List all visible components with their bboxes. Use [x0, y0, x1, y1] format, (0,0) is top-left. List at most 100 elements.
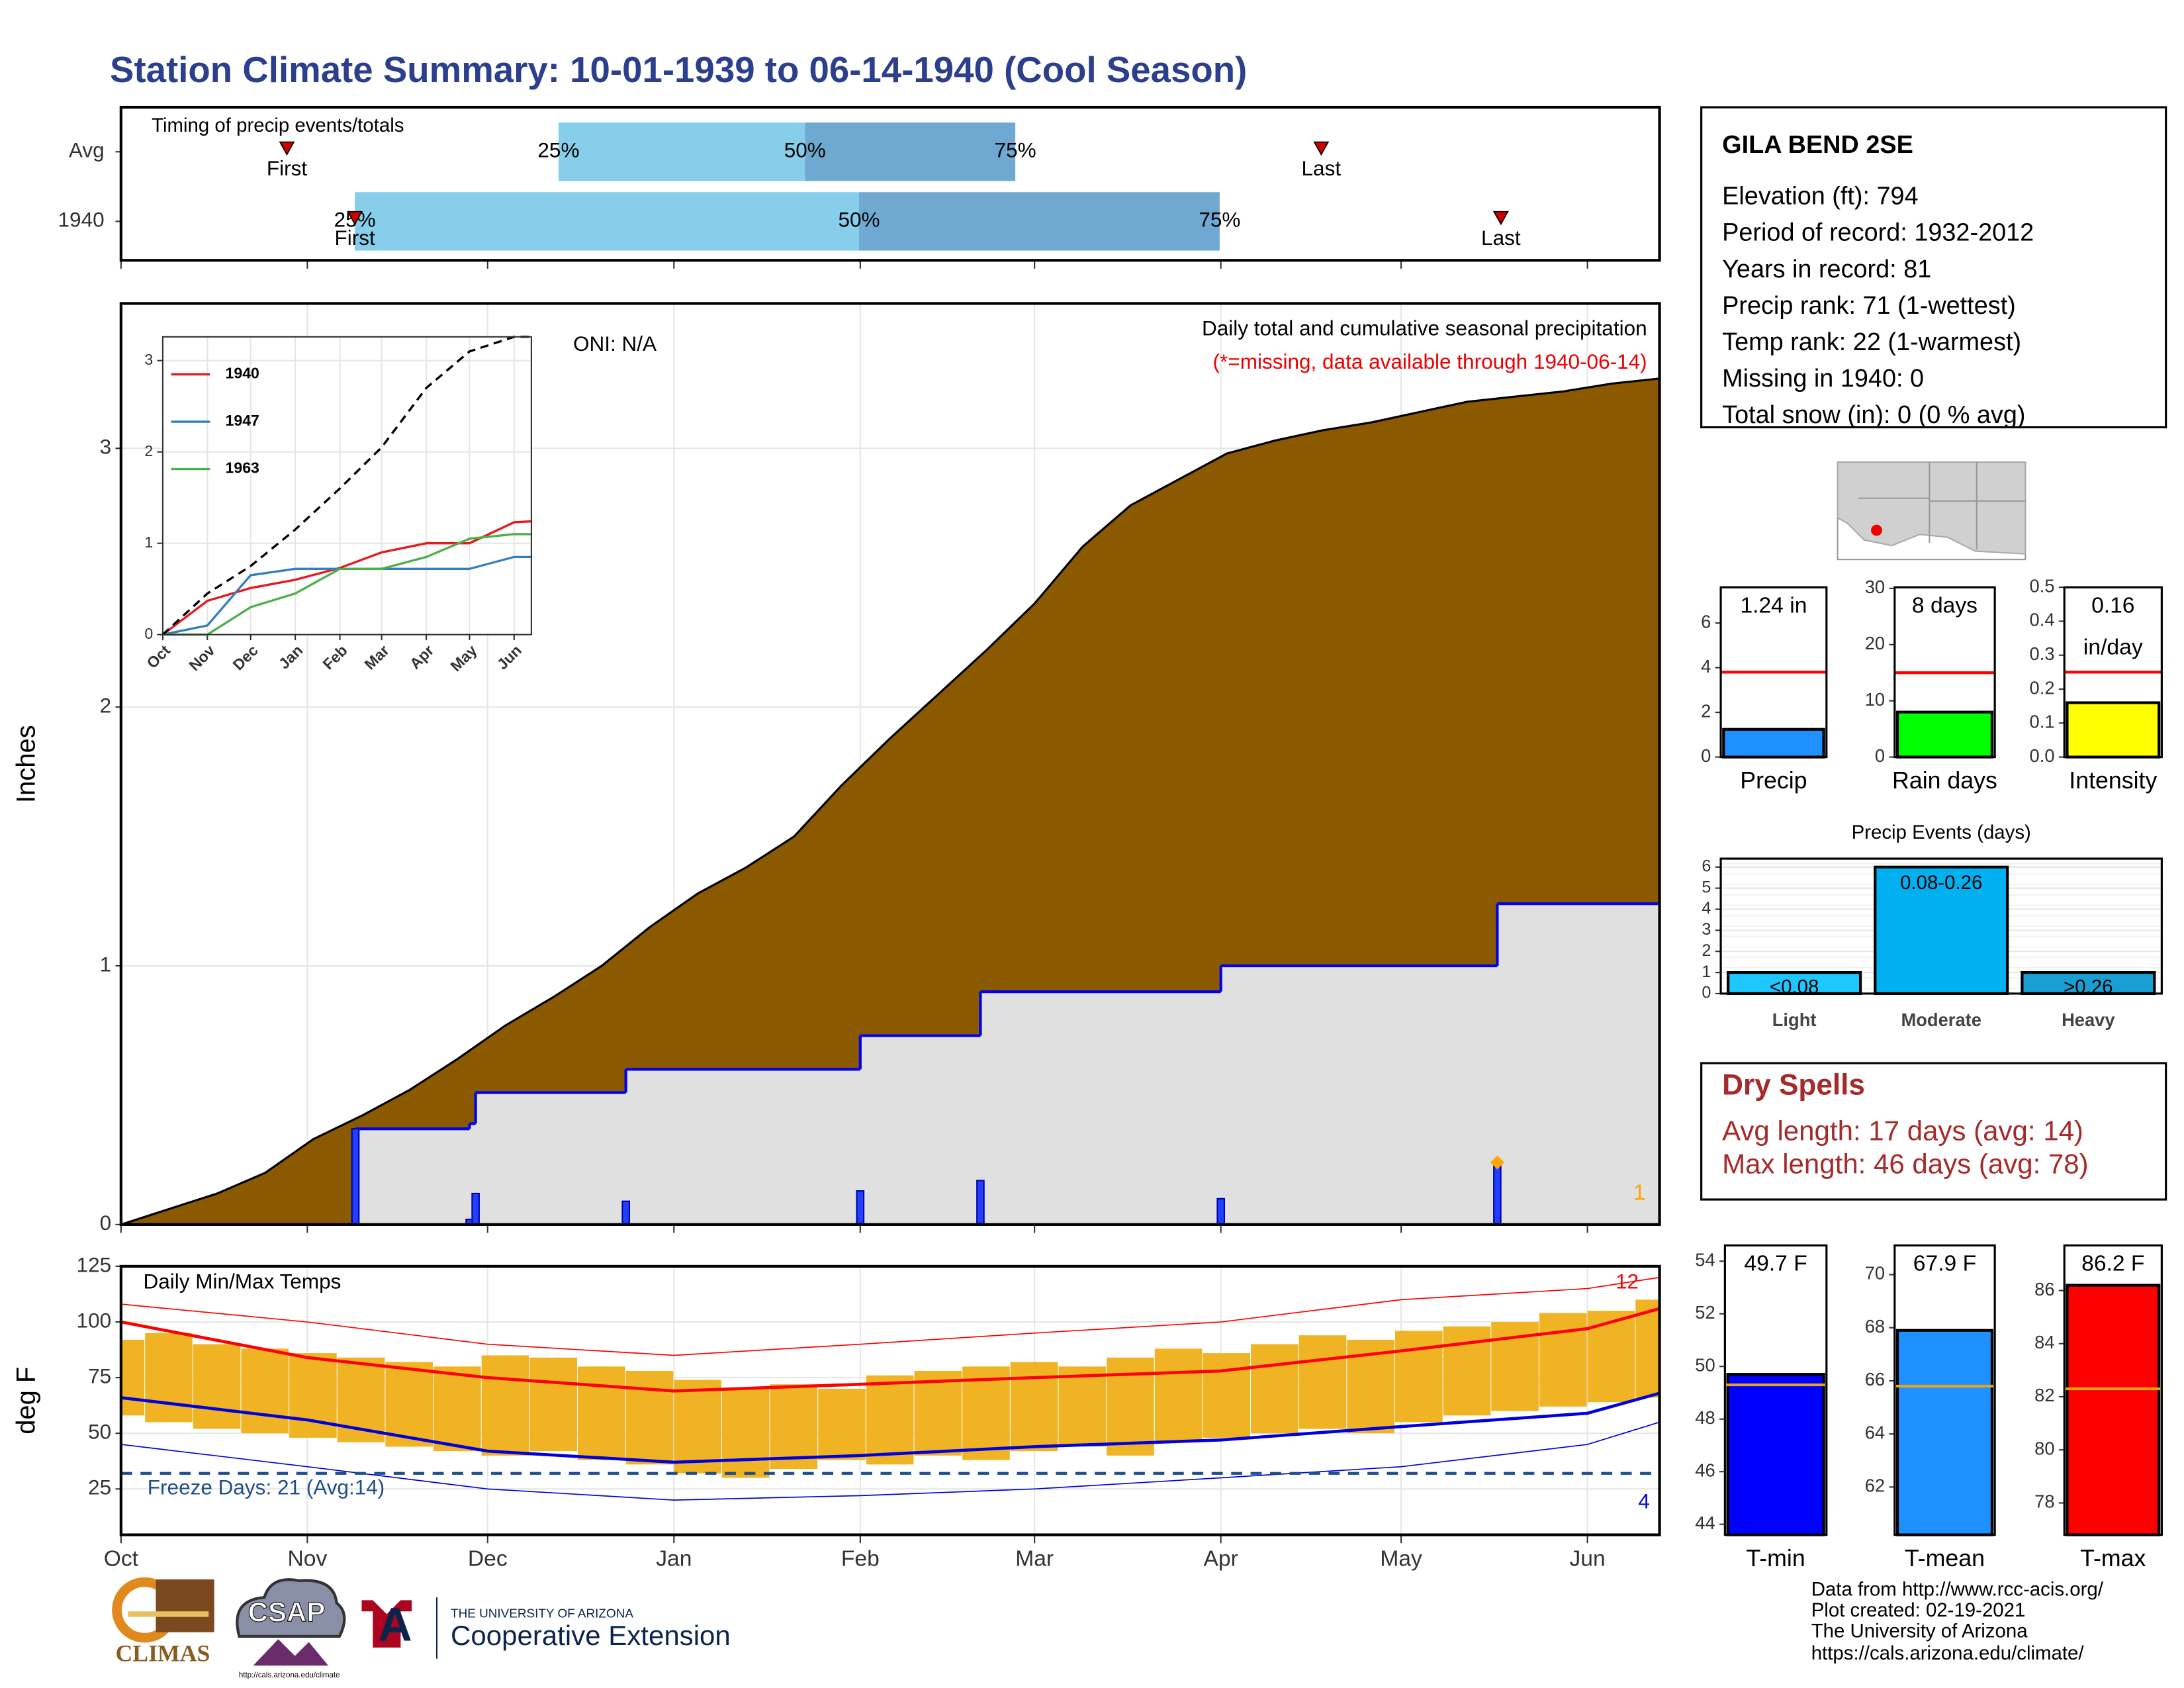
value-label: 1.24 in — [1740, 594, 1807, 618]
logo-shape — [361, 1600, 412, 1648]
panel-title: Daily Min/Max Temps — [143, 1269, 341, 1293]
x-tick-label: Moderate — [1901, 1009, 1981, 1030]
temp-range-bar — [625, 1371, 674, 1465]
ua-logo: A THE UNIVERSITY OF ARIZONA Cooperative … — [361, 1597, 731, 1659]
daily-precip-bar — [976, 1180, 985, 1225]
temp-range-bar — [1203, 1353, 1251, 1438]
station-line: Missing in 1940: 0 — [1722, 365, 1924, 393]
temp-range-bar — [674, 1380, 721, 1474]
y-tick-label: 80 — [2034, 1438, 2054, 1458]
row-label: Avg — [69, 138, 105, 162]
daily-precip-bar — [351, 1128, 360, 1225]
event-marker — [347, 211, 363, 226]
logo-shape — [156, 1579, 214, 1632]
footer-line: Data from http://www.rcc-acis.org/ — [1811, 1578, 2104, 1600]
y-tick-label: 0.3 — [2030, 643, 2055, 664]
logo-text: CSAP — [248, 1597, 326, 1628]
temp-range-bar — [1587, 1311, 1635, 1403]
logo-url: http://cals.arizona.edu/climate — [239, 1671, 340, 1679]
panel-border — [1893, 1244, 1996, 1536]
y-tick-label: 70 — [1865, 1263, 1885, 1284]
x-tick-label: Heavy — [2062, 1009, 2115, 1030]
bar — [2066, 1284, 2161, 1536]
dry-spells-box — [1700, 1062, 2167, 1201]
temp-range-bar — [1395, 1331, 1443, 1423]
panel-border — [161, 336, 532, 635]
temp-range-bar — [1298, 1335, 1347, 1429]
bar — [1895, 1329, 1994, 1536]
logo-shape — [253, 1639, 329, 1666]
y-tick-label: 1 — [100, 952, 112, 976]
y-tick-label: 30 — [1865, 577, 1885, 597]
x-tick-label: Oct — [104, 1546, 139, 1571]
y-tick-label: 20 — [1865, 633, 1885, 653]
y-tick-label: 68 — [1865, 1316, 1885, 1336]
x-tick-label: Apr — [1204, 1546, 1238, 1571]
temp-range-bar — [1251, 1344, 1298, 1434]
y-tick-label: 66 — [1865, 1369, 1885, 1389]
y-tick-label: 86 — [2034, 1279, 2054, 1299]
y-tick-label: 48 — [1695, 1407, 1715, 1428]
freeze-label: Freeze Days: 21 (Avg:14) — [148, 1476, 385, 1499]
temp-range-bar — [120, 1339, 145, 1416]
logo-text: Cooperative Extension — [451, 1620, 731, 1651]
legend-label: 1947 — [226, 412, 259, 429]
bar — [1726, 1373, 1825, 1536]
y-tick-label: 0 — [1875, 745, 1885, 766]
quartile-bar — [859, 192, 1220, 251]
dry-spells-title: Dry Spells — [1722, 1068, 1865, 1101]
series-line — [161, 520, 532, 636]
y-tick-label: 0.4 — [2030, 610, 2055, 630]
dry-spell-line: Max length: 46 days (avg: 78) — [1722, 1149, 2089, 1180]
chart-title: Precip Events (days) — [1852, 821, 2031, 843]
station-line: Period of record: 1932-2012 — [1722, 219, 2034, 247]
value-unit: in/day — [2083, 635, 2143, 660]
bar — [2066, 701, 2161, 759]
x-tick-label: May — [1380, 1546, 1422, 1571]
y-tick-label: 125 — [77, 1252, 112, 1276]
legend-label: 1940 — [226, 365, 259, 382]
temp-range-bar — [385, 1362, 433, 1447]
y-tick-label: 0.0 — [2030, 745, 2055, 766]
map-land — [1837, 461, 2026, 555]
y-tick-label: 3 — [100, 435, 112, 459]
inset-background — [162, 336, 531, 635]
x-tick-label: Nov — [287, 1546, 327, 1571]
y-tick-label: 5 — [1702, 878, 1711, 896]
temp-range-bar — [1154, 1348, 1203, 1442]
y-tick-label: 64 — [1865, 1422, 1885, 1442]
y-tick-label: 2 — [1702, 941, 1711, 960]
record-low-count: 4 — [1638, 1489, 1650, 1513]
station-box — [1700, 106, 2167, 429]
average-line — [120, 377, 1660, 1226]
x-tick-label: Dec — [468, 1546, 508, 1571]
y-tick-label: 2 — [100, 693, 112, 717]
value-label: 8 days — [1912, 594, 1978, 618]
temp-range-bar — [1539, 1313, 1587, 1407]
temp-range-bar — [578, 1366, 625, 1460]
station-line: Elevation (ft): 794 — [1722, 183, 1918, 211]
y-tick-label: 0 — [100, 1211, 112, 1235]
y-tick-label: 6 — [1702, 857, 1711, 875]
y-tick-label: 3 — [1702, 920, 1711, 939]
y-tick-label: 100 — [77, 1308, 112, 1332]
event-marker — [279, 141, 295, 156]
temp-range-bar — [770, 1384, 818, 1470]
y-tick-label: 52 — [1695, 1302, 1715, 1323]
x-tick-label: Precip — [1740, 767, 1807, 794]
y-axis-label: deg F — [12, 1367, 41, 1434]
temp-range-bar — [1058, 1366, 1107, 1447]
x-tick-label: T-mean — [1905, 1545, 1985, 1571]
panel-border — [119, 302, 1661, 1226]
y-tick-label: 78 — [2034, 1491, 2054, 1512]
y-tick-label: 0.1 — [2030, 712, 2055, 732]
event-label: First — [267, 156, 308, 180]
temp-range-bar — [241, 1348, 289, 1434]
y-axis-label: Inches — [12, 725, 41, 803]
temp-range-bar — [481, 1355, 529, 1456]
value-label: 86.2 F — [2081, 1252, 2144, 1276]
series-line — [161, 336, 531, 635]
x-tick-label: T-min — [1746, 1545, 1805, 1571]
event-label: Last — [1481, 226, 1521, 250]
climas-logo: CLIMAS — [112, 1577, 214, 1667]
